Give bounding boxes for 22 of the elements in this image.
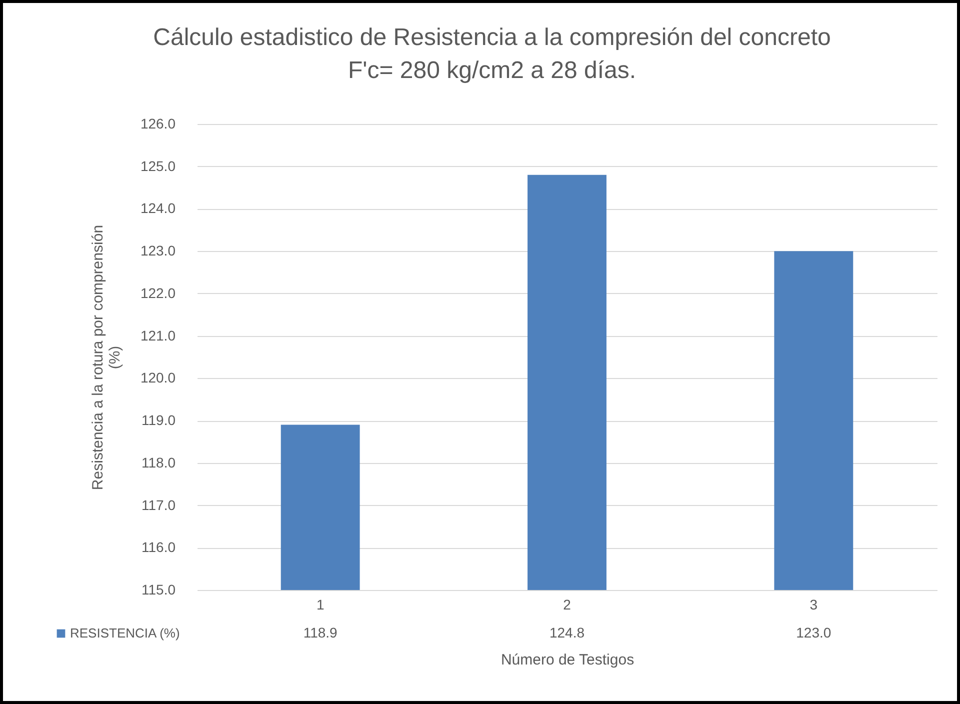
legend-label: RESISTENCIA (%) [70,626,180,640]
y-tick-label: 126.0 [140,116,176,132]
y-tick-label: 120.0 [140,370,176,386]
y-tick-label: 118.0 [142,454,176,470]
y-tick-label: 124.0 [140,200,176,216]
y-tick-label: 119.0 [142,412,176,428]
x-tick-label: 1 [316,596,324,612]
y-tick-label: 121.0 [140,327,176,344]
x-tick-label: 3 [810,596,818,612]
y-axis-title: Resistencia a la rotura por comprensión (%) [89,224,124,490]
y-tick-label: 115.0 [142,582,176,598]
text: 123.0 [796,624,832,640]
x-axis-title: Número de Testigos [500,652,634,668]
y-tick-label: 122.0 [140,284,176,301]
text: 118.9 [303,624,338,640]
x-tick-label: 2 [563,596,572,612]
text: 124.8 [549,624,585,640]
y-tick-label: 117.0 [142,496,176,513]
y-tick-label: 123.0 [140,242,176,259]
y-tick-label: 125.0 [140,158,176,174]
y-tick-label: 116.0 [142,539,176,556]
chart-title: Cálculo estadistico de Resistencia a la compresión del concreto F'c= 280 kg/cm2 a 28 días. [153,24,831,84]
